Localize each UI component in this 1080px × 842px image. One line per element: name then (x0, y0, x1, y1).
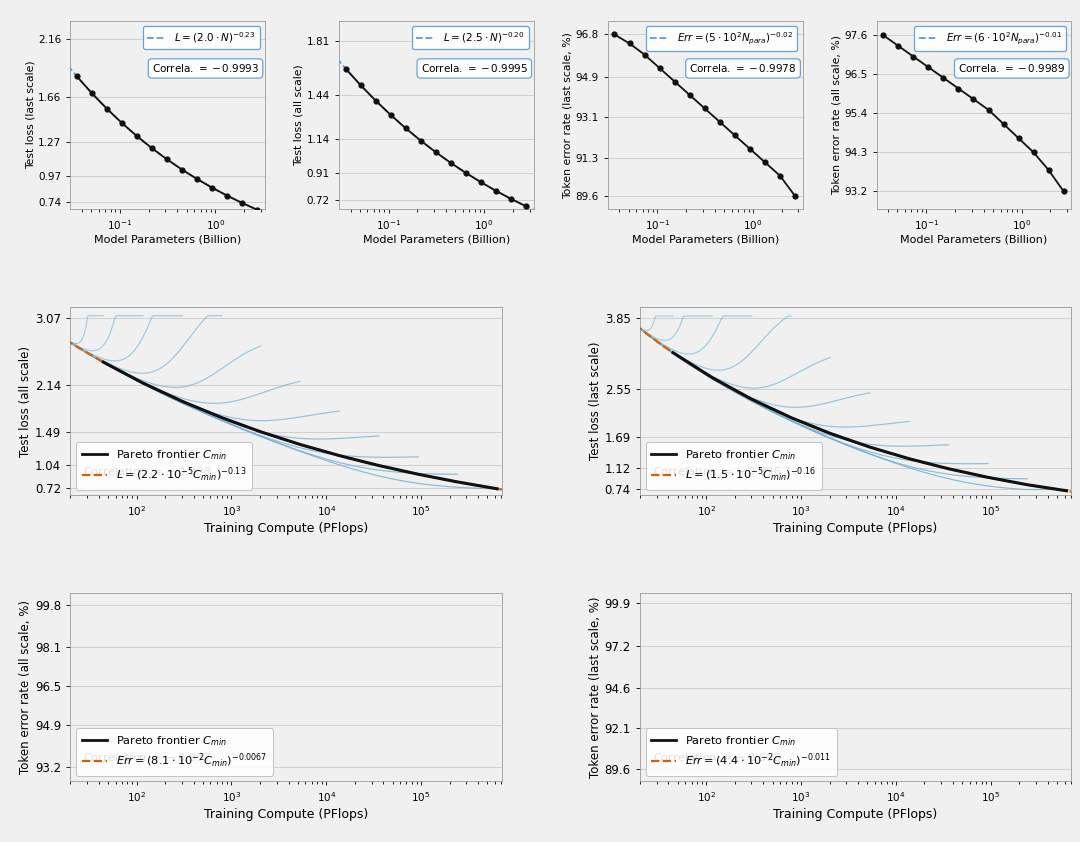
Text: Correla. $= -0.9995$: Correla. $= -0.9995$ (421, 62, 528, 74)
X-axis label: Training Compute (PFlops): Training Compute (PFlops) (204, 522, 368, 536)
Legend: Pareto frontier $C_{min}$, $L = (2.2 \cdot 10^{-5} C_{min})^{-0.13}$: Pareto frontier $C_{min}$, $L = (2.2 \cd… (76, 442, 252, 489)
Legend: Pareto frontier $C_{min}$, $Err = (4.4 \cdot 10^{-2} C_{min})^{-0.011}$: Pareto frontier $C_{min}$, $Err = (4.4 \… (646, 728, 837, 775)
Y-axis label: Test loss (all scale): Test loss (all scale) (294, 64, 303, 166)
Y-axis label: Token error rate (all scale, %): Token error rate (all scale, %) (19, 600, 32, 775)
Legend: $Err = (5 \cdot 10^2 N_{para})^{-0.02}$: $Err = (5 \cdot 10^2 N_{para})^{-0.02}$ (646, 26, 797, 51)
X-axis label: Model Parameters (Billion): Model Parameters (Billion) (632, 235, 779, 245)
X-axis label: Training Compute (PFlops): Training Compute (PFlops) (773, 522, 937, 536)
Text: Correla. $= -0.9993$: Correla. $= -0.9993$ (152, 62, 259, 74)
Legend: $L = (2.0 \cdot N)^{-0.23}$: $L = (2.0 \cdot N)^{-0.23}$ (143, 26, 260, 50)
Text: Correlation $= -0.996$: Correlation $= -0.996$ (652, 465, 781, 477)
Y-axis label: Token error rate (last scale, %): Token error rate (last scale, %) (563, 32, 572, 199)
X-axis label: Model Parameters (Billion): Model Parameters (Billion) (901, 235, 1048, 245)
X-axis label: Training Compute (PFlops): Training Compute (PFlops) (773, 808, 937, 821)
Legend: $Err = (6 \cdot 10^2 N_{para})^{-0.01}$: $Err = (6 \cdot 10^2 N_{para})^{-0.01}$ (915, 26, 1066, 51)
Y-axis label: Test loss (last scale): Test loss (last scale) (25, 61, 36, 169)
Legend: Pareto frontier $C_{min}$, $Err = (8.1 \cdot 10^{-2} C_{min})^{-0.0067}$: Pareto frontier $C_{min}$, $Err = (8.1 \… (76, 728, 273, 775)
Legend: $L = (2.5 \cdot N)^{-0.20}$: $L = (2.5 \cdot N)^{-0.20}$ (411, 26, 528, 50)
Text: Correla. $= -0.9978$: Correla. $= -0.9978$ (689, 62, 797, 74)
Text: Correlation $= -0.995$: Correlation $= -0.995$ (652, 751, 781, 763)
Y-axis label: Test loss (all scale): Test loss (all scale) (19, 346, 32, 456)
X-axis label: Model Parameters (Billion): Model Parameters (Billion) (94, 235, 241, 245)
X-axis label: Training Compute (PFlops): Training Compute (PFlops) (204, 808, 368, 821)
Text: Correlation $= -0.997$: Correlation $= -0.997$ (83, 751, 212, 763)
Y-axis label: Token error rate (last scale, %): Token error rate (last scale, %) (589, 596, 602, 778)
Text: Correlation $= -0.998$: Correlation $= -0.998$ (83, 465, 212, 477)
Legend: Pareto frontier $C_{min}$, $L = (1.5 \cdot 10^{-5} C_{min})^{-0.16}$: Pareto frontier $C_{min}$, $L = (1.5 \cd… (646, 442, 822, 489)
Y-axis label: Test loss (last scale): Test loss (last scale) (589, 342, 602, 461)
X-axis label: Model Parameters (Billion): Model Parameters (Billion) (363, 235, 510, 245)
Y-axis label: Token error rate (all scale, %): Token error rate (all scale, %) (832, 35, 841, 195)
Text: Correla. $= -0.9989$: Correla. $= -0.9989$ (958, 62, 1066, 74)
